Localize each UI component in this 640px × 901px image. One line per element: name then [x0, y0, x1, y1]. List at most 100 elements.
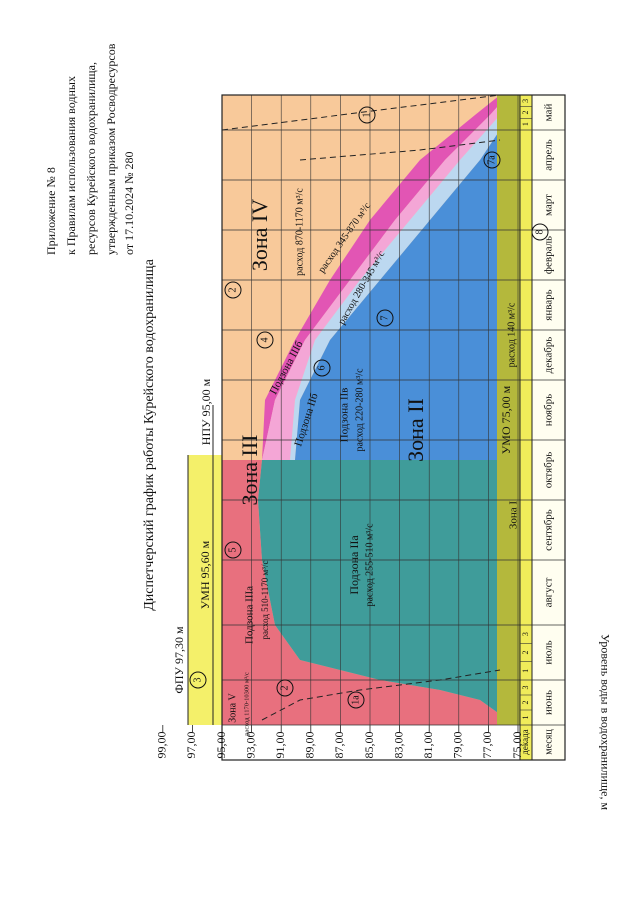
- marker-circle: [189, 671, 207, 689]
- marker-circle: [256, 331, 274, 349]
- month-label: сентябрь: [543, 509, 555, 551]
- dispatch-lines: [221, 94, 501, 721]
- marker-label: 1: [361, 113, 372, 118]
- zone-i: [497, 95, 520, 725]
- decade-header: декада: [520, 729, 530, 754]
- marker-label: 5: [227, 548, 238, 553]
- decade-label: 1: [521, 122, 530, 126]
- dashed-line: [299, 139, 501, 161]
- level-label: 85,00: [362, 732, 376, 759]
- zone-label: Зона IV: [247, 199, 272, 271]
- decade-label: 1: [521, 716, 530, 720]
- month-label: декабрь: [543, 337, 555, 374]
- level-label: 95,00: [214, 732, 228, 759]
- decade-label: 2: [521, 651, 530, 655]
- month-label: июнь: [543, 690, 555, 715]
- month-label: февраль: [543, 236, 555, 274]
- grid: [162, 94, 565, 761]
- month-label: октябрь: [543, 452, 555, 489]
- level-mark: УМН 95,60 м: [198, 540, 212, 609]
- header-line: к Правилам использования водных: [64, 76, 78, 255]
- month-label: август: [543, 577, 555, 607]
- decade-label: 2: [521, 701, 530, 705]
- level-label: 77,00: [480, 732, 494, 759]
- zone-label: расход 870-1170 м³/с: [294, 188, 305, 276]
- marker-label: 3: [192, 678, 203, 683]
- month-label: май: [543, 104, 555, 122]
- zone-label: Зона III: [237, 434, 262, 505]
- month-label: январь: [543, 289, 555, 320]
- level-label: 75,00: [510, 732, 524, 759]
- month-label: ноябрь: [543, 394, 555, 426]
- zone-ii: [295, 95, 520, 460]
- zone-label: Подзона IIIа: [244, 586, 256, 644]
- zone-label: Зона I: [508, 501, 520, 530]
- zone-label: Зона II: [403, 398, 428, 462]
- zone-label: расход 140 м³/с: [506, 302, 517, 367]
- zone-label: Зона V: [227, 692, 238, 722]
- dashed-line: [261, 669, 501, 721]
- decade-label: 1: [521, 669, 530, 673]
- marker-label: 4: [259, 338, 270, 343]
- decade-label: 3: [521, 686, 530, 690]
- level-label: 79,00: [451, 732, 465, 759]
- month-label: июль: [543, 640, 555, 664]
- header-line: от 17.10.2024 № 280: [122, 151, 136, 255]
- zone-label: Подзона IIа: [347, 535, 361, 595]
- level-mark: НПУ 95,00 м: [199, 378, 213, 445]
- header-line: ресурсов Курейского водохранилища,: [84, 62, 98, 255]
- marker-circle: [224, 281, 242, 299]
- chart-title: Диспетчерский график работы Курейского в…: [142, 258, 157, 610]
- marker-label: 2: [227, 288, 238, 293]
- subzone-iib: [262, 95, 514, 460]
- marker-label: 7а: [486, 155, 497, 165]
- decade-label: 3: [521, 99, 530, 103]
- header-line: Приложение № 8: [44, 167, 58, 255]
- level-label: 91,00: [273, 732, 287, 759]
- zone-red: [222, 460, 515, 725]
- marker-label: 8: [534, 230, 545, 235]
- level-mark: ФПУ 97,30 м: [172, 626, 186, 694]
- subzone-iia: [258, 460, 520, 725]
- level-mark: УМО 75,00 м: [499, 385, 513, 454]
- month-label: март: [543, 194, 555, 216]
- level-label: 89,00: [303, 732, 317, 759]
- marker-circle: [276, 679, 294, 697]
- marker-label: 7: [379, 316, 390, 321]
- marker-circle: [313, 359, 331, 377]
- zone-label: расход 220-280 м³/с: [354, 368, 365, 452]
- level-label: 99,00: [155, 732, 169, 759]
- header-line: утвержденным приказом Росводресурсов: [104, 43, 118, 255]
- chart-frame: [221, 94, 566, 761]
- marker-circle: [347, 691, 365, 709]
- zone-label: расход 510-1170 м³/с: [260, 561, 270, 640]
- marker-label: 6: [316, 366, 327, 371]
- month-row: [532, 95, 565, 760]
- zone-label: Подзона IIв: [339, 388, 351, 443]
- marker-circle: [224, 541, 242, 559]
- marker-label: 1а: [350, 695, 361, 705]
- level-label: 93,00: [243, 732, 257, 759]
- marker-label: 2: [279, 686, 290, 691]
- level-label: 81,00: [421, 732, 435, 759]
- decade-label: 3: [521, 632, 530, 636]
- marker-circle: [358, 106, 376, 124]
- level-label: 87,00: [332, 732, 346, 759]
- decade-label: 2: [521, 111, 530, 115]
- month-label: апрель: [543, 139, 555, 171]
- axis-label: Уровень воды в водохранилище, м: [598, 634, 612, 811]
- decade-row: [520, 95, 532, 760]
- level-label: 83,00: [391, 732, 405, 759]
- zone-v-band: [188, 455, 222, 725]
- subzone-iiv: [290, 95, 518, 460]
- marker-circle: [483, 151, 501, 169]
- marker-circle: [531, 223, 549, 241]
- level-label: 97,00: [184, 732, 198, 759]
- dashed-line: [221, 94, 501, 131]
- zone-label: расход 255-510 м³/с: [364, 523, 375, 607]
- zone-label: расход 1170-10300 м³/с: [243, 672, 250, 736]
- marker-circle: [376, 309, 394, 327]
- month-header: месяц: [543, 729, 554, 755]
